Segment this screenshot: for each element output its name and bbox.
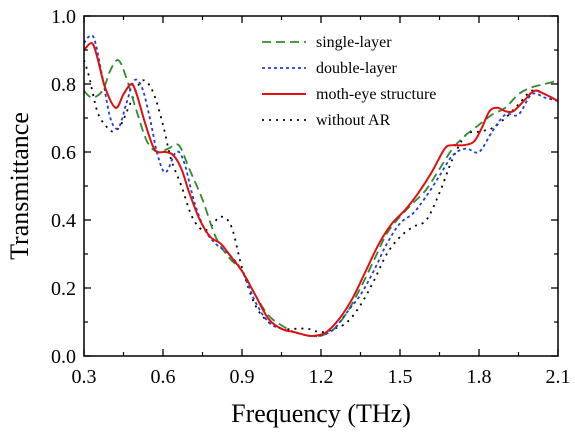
x-tick-label: 2.1	[546, 366, 571, 388]
x-axis-title: Frequency (THz)	[231, 399, 411, 428]
x-tick-label: 1.5	[388, 366, 413, 388]
series-line-moth-eye-structure	[84, 42, 558, 338]
y-tick-label: 0.4	[51, 210, 76, 232]
y-tick-label: 0.6	[51, 142, 76, 164]
x-tick-label: 1.8	[467, 366, 492, 388]
y-tick-label: 0.2	[51, 278, 76, 300]
y-tick-label: 1.0	[51, 6, 76, 28]
x-tick-label: 0.9	[230, 366, 255, 388]
series-line-double-layer	[84, 34, 558, 338]
legend-label: double-layer	[316, 60, 398, 77]
legend: single-layer double-layer moth-eye structu…	[262, 34, 436, 129]
tick-labels-layer: 0.3 0.6 0.9 1.2 1.5 1.8 2.1 0.0 0.2 0.4 0.6 0.8 1.0	[51, 6, 571, 388]
y-tick-label: 0.0	[51, 346, 76, 368]
x-tick-label: 1.2	[309, 366, 334, 388]
x-tick-label: 0.6	[151, 366, 176, 388]
series-layer	[84, 34, 558, 338]
legend-label: single-layer	[316, 34, 392, 51]
y-tick-label: 0.8	[51, 74, 76, 96]
y-axis-title: Transmittance	[5, 112, 34, 260]
series-line-without-ar	[84, 59, 558, 334]
x-tick-label: 0.3	[72, 366, 97, 388]
series-line-single-layer	[84, 59, 558, 338]
legend-label: without AR	[316, 112, 391, 129]
ticks-layer	[83, 15, 559, 357]
legend-label: moth-eye structure	[316, 86, 436, 103]
